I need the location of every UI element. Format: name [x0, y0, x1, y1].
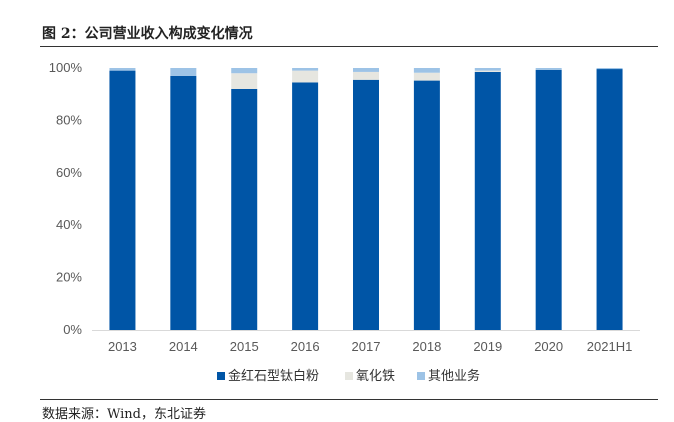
- bar-segment-other-2021H1: [596, 68, 623, 70]
- bar-segment-rutile-2018: [413, 80, 440, 331]
- legend-swatch: [417, 372, 425, 380]
- bar-segment-rutile-2014: [170, 75, 197, 330]
- bar-segment-iron-oxide-2015: [231, 73, 258, 89]
- bar-segment-iron-oxide-2018: [413, 72, 440, 81]
- legend-swatch: [217, 372, 225, 380]
- legend-swatch: [345, 372, 353, 380]
- x-tick-label: 2020: [534, 339, 563, 354]
- x-tick-label: 2013: [108, 339, 137, 354]
- bar-segment-other-2017: [353, 68, 379, 72]
- bar-segment-rutile-2013: [109, 70, 136, 331]
- x-tick-label: 2021H1: [587, 339, 633, 354]
- bar-segment-iron-oxide-2019: [474, 70, 501, 72]
- legend-label: 其他业务: [428, 368, 480, 384]
- legend-label: 金红石型钛白粉: [228, 368, 319, 384]
- source-note: 数据来源：Wind，东北证券: [42, 407, 206, 422]
- bar-segment-iron-oxide-2017: [353, 71, 379, 80]
- x-tick-label: 2019: [473, 339, 502, 354]
- bar-segment-other-2016: [292, 68, 319, 71]
- bar-segment-rutile-2017: [353, 79, 379, 330]
- x-tick-label: 2014: [169, 339, 198, 354]
- bar-segment-iron-oxide-2016: [292, 70, 319, 83]
- x-tick-label: 2016: [291, 339, 320, 354]
- y-tick-label: 60%: [56, 165, 82, 180]
- bar-segment-other-2019: [474, 68, 501, 71]
- source-rule: [40, 399, 658, 400]
- x-tick-label: 2018: [412, 339, 441, 354]
- bar-segment-rutile-2019: [474, 71, 501, 331]
- bar-segment-other-2013: [109, 68, 136, 71]
- bar-segment-rutile-2021H1: [596, 69, 623, 330]
- bar-segment-other-2018: [413, 68, 440, 73]
- y-tick-label: 80%: [56, 112, 82, 127]
- figure-title: 图 2：公司营业收入构成变化情况: [42, 26, 253, 42]
- y-tick-label: 40%: [56, 217, 82, 232]
- x-tick-label: 2017: [352, 339, 381, 354]
- legend-label: 氧化铁: [356, 369, 395, 384]
- y-tick-label: 0%: [63, 322, 82, 337]
- bar-segment-other-2020: [535, 68, 562, 70]
- bar-segment-rutile-2016: [292, 82, 319, 330]
- bar-segment-rutile-2020: [535, 69, 562, 331]
- y-tick-label: 20%: [56, 270, 82, 285]
- x-tick-label: 2015: [230, 339, 259, 354]
- title-rule: [40, 46, 658, 47]
- bar-segment-rutile-2015: [231, 88, 258, 331]
- bar-segment-other-2015: [231, 68, 258, 74]
- bar-segment-other-2014: [170, 68, 197, 76]
- y-tick-label: 100%: [49, 60, 83, 75]
